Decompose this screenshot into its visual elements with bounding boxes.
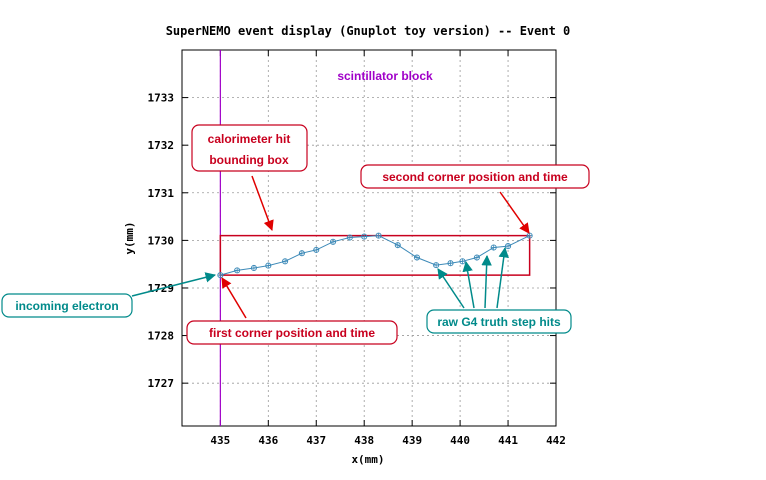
x-tick-label: 439	[402, 434, 422, 447]
g4-step-hit-point	[433, 262, 440, 269]
track-series-layer	[217, 232, 533, 279]
y-tick-label: 1731	[148, 187, 175, 200]
g4-step-hit-point	[282, 258, 289, 265]
y-tick-label: 1730	[148, 234, 175, 247]
second-corner-annotation: second corner position and time	[360, 164, 590, 189]
x-tick-label: 435	[210, 434, 230, 447]
g4-step-hit-point	[329, 238, 337, 245]
calorimeter-bounding-box	[219, 234, 531, 276]
x-axis-label: x(mm)	[351, 453, 384, 466]
g4-step-hit-point	[375, 232, 382, 239]
incoming-electron-arrow	[131, 272, 217, 297]
y-tick-label: 1733	[148, 92, 175, 105]
g4-step-hit-point	[234, 267, 241, 274]
y-tick-label: 1728	[148, 330, 175, 343]
grid	[182, 50, 557, 426]
track-line	[220, 235, 530, 276]
incoming-electron-annotation: incoming electron	[1, 293, 133, 318]
g4-step-hit-point	[526, 232, 533, 239]
x-tick-label: 442	[546, 434, 566, 447]
g4-step-hit-point	[361, 233, 368, 240]
x-tick-label: 438	[354, 434, 374, 447]
first-corner-label: first corner position and time	[209, 326, 375, 340]
g4-step-hit-point	[459, 258, 466, 265]
g4-step-hit-point	[250, 264, 257, 272]
scintillator-label: scintillator block	[337, 69, 433, 83]
g4-hits-arrow-4	[496, 246, 509, 309]
y-axis-label: y(mm)	[123, 221, 136, 254]
y-tick-label: 1727	[148, 377, 175, 390]
g4-hits-arrows	[437, 246, 509, 309]
g4-step-hit-point	[505, 243, 512, 250]
g4-step-hit-point	[298, 250, 305, 257]
x-tick-label: 436	[258, 434, 278, 447]
calorimeter-hit-annotation: calorimeter hit bounding box	[191, 124, 308, 172]
first-corner-arrow	[221, 277, 247, 319]
first-corner-annotation: first corner position and time	[186, 320, 398, 345]
g4-step-hit-point	[490, 244, 497, 251]
second-corner-arrow	[499, 191, 530, 234]
bounding-box-layer	[219, 234, 531, 276]
chart-title: SuperNEMO event display (Gnuplot toy ver…	[166, 24, 571, 38]
calorimeter-label-line1: calorimeter hit	[208, 132, 291, 146]
g4-step-hit-point	[265, 262, 272, 269]
g4-step-hit-point	[346, 234, 353, 241]
g4-step-hit-point	[447, 260, 454, 267]
x-tick-label: 441	[498, 434, 518, 447]
calorimeter-label-line2: bounding box	[209, 153, 289, 167]
g4-hits-arrow-3	[481, 254, 492, 309]
g4-hits-label: raw G4 truth step hits	[437, 315, 561, 329]
g4-hits-arrow-1	[437, 268, 465, 309]
g4-hits-arrow-2	[462, 260, 475, 309]
second-corner-label: second corner position and time	[382, 170, 568, 184]
calorimeter-arrow	[251, 175, 274, 231]
axis-ticks: 4354364374384394404414421727172817291730…	[148, 50, 566, 447]
y-tick-label: 1732	[148, 139, 175, 152]
g4-step-hit-point	[313, 246, 320, 253]
g4-step-hit-point	[394, 242, 401, 249]
g4-hits-annotation: raw G4 truth step hits	[426, 309, 572, 334]
plot-frame	[181, 49, 557, 427]
x-tick-label: 440	[450, 434, 470, 447]
x-tick-label: 437	[306, 434, 326, 447]
g4-step-hit-point	[473, 254, 480, 261]
g4-step-hit-point	[217, 272, 224, 279]
incoming-electron-label: incoming electron	[15, 299, 118, 313]
g4-step-hit-point	[413, 254, 420, 261]
